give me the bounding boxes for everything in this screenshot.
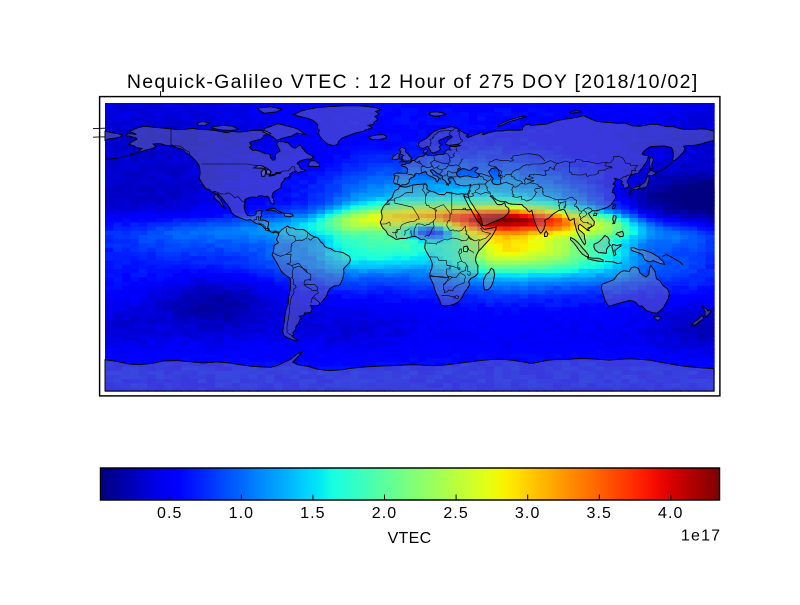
svg-text:VTEC: VTEC [388,530,432,547]
svg-text:4.0: 4.0 [658,505,684,522]
svg-text:Nequick-Galileo VTEC : 12 Hour: Nequick-Galileo VTEC : 12 Hour of 275 DO… [127,71,699,93]
svg-text:1e17: 1e17 [681,528,721,545]
svg-text:3.0: 3.0 [515,505,541,522]
svg-text:2.5: 2.5 [443,505,469,522]
svg-text:1.0: 1.0 [229,505,255,522]
svg-text:0.5: 0.5 [157,505,183,522]
svg-text:1.5: 1.5 [300,505,326,522]
svg-text:3.5: 3.5 [587,505,613,522]
svg-text:2.0: 2.0 [372,505,398,522]
